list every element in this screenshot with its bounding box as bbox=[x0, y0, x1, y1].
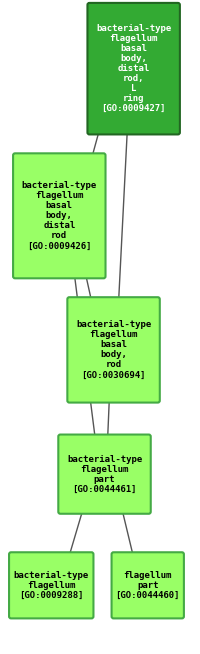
Text: bacterial-type
flagellum
basal
body,
distal
rod,
L
ring
[GO:0009427]: bacterial-type flagellum basal body, dis… bbox=[96, 24, 170, 113]
FancyBboxPatch shape bbox=[87, 3, 179, 135]
Text: bacterial-type
flagellum
part
[GO:0044461]: bacterial-type flagellum part [GO:004446… bbox=[67, 455, 141, 494]
Text: bacterial-type
flagellum
[GO:0009288]: bacterial-type flagellum [GO:0009288] bbox=[14, 571, 88, 600]
Text: bacterial-type
flagellum
basal
body,
distal
rod
[GO:0009426]: bacterial-type flagellum basal body, dis… bbox=[22, 181, 96, 250]
Text: flagellum
part
[GO:0044460]: flagellum part [GO:0044460] bbox=[115, 571, 179, 600]
FancyBboxPatch shape bbox=[13, 153, 105, 279]
FancyBboxPatch shape bbox=[58, 434, 150, 514]
Text: bacterial-type
flagellum
basal
body,
rod
[GO:0030694]: bacterial-type flagellum basal body, rod… bbox=[76, 320, 150, 379]
FancyBboxPatch shape bbox=[111, 552, 183, 619]
FancyBboxPatch shape bbox=[67, 297, 159, 403]
FancyBboxPatch shape bbox=[9, 552, 93, 619]
